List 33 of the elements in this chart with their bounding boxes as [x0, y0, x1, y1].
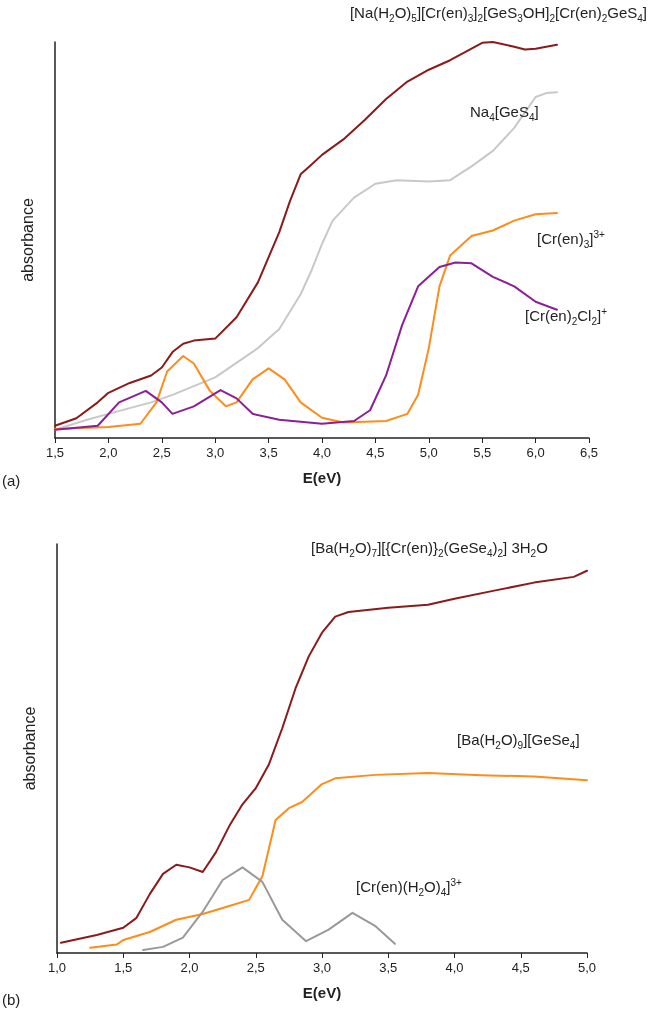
x-tick-label: 1,5 [114, 960, 133, 975]
text: (a) [2, 472, 21, 489]
x-tick-label: 6,0 [526, 445, 545, 460]
x-tick-label: 5,5 [473, 445, 492, 460]
text: [Ba(H$_{2}$O)$_{7}$][{Cr(en)}$_{2}$(GeSe$_{4}$)$_{2}$] 3H$_{2}$O [311, 539, 548, 559]
x-tick-label: 1,5 [45, 445, 65, 460]
x-tick-label: 4,0 [312, 445, 332, 460]
x-tick-label: 3,0 [312, 960, 332, 975]
x-tick-label: 6,5 [579, 445, 599, 460]
x-axis-title: E(eV) [302, 469, 342, 486]
series-label: [Ba(H$_{2}$O)$_{9}$][GeSe$_{4}$] [457, 731, 580, 751]
series-label: [Cr(en)$_{3}$]$^{3+}$ [537, 229, 605, 250]
series-label: [Cr(en)(H$_{2}$O)$_{4}$]$^{3+}$ [356, 877, 462, 898]
x-tick-label: 2,0 [99, 445, 118, 460]
x-tick-label: 2,5 [246, 960, 265, 975]
x-tick-label: 4,0 [445, 960, 464, 975]
x-tick-label: 3,5 [259, 445, 278, 460]
x-tick-label: 1,0 [47, 960, 67, 975]
series-label: Na$_{4}$[GeS$_{4}$] [470, 103, 539, 123]
x-tick-label: 4,5 [511, 960, 530, 975]
x-tick-label: 2,5 [152, 445, 171, 460]
y-axis-title: absorbance [18, 198, 36, 282]
y-axis-title: absorbance [20, 706, 38, 791]
x-tick-label: 4,5 [366, 445, 385, 460]
x-tick-label: 2,0 [180, 960, 199, 975]
x-axis-title: E(eV) [302, 984, 342, 1001]
series-label: [Cr(en)$_{2}$Cl$_{2}$]$^{+}$ [525, 306, 607, 327]
x-tick-label: 3,0 [206, 445, 225, 460]
x-tick-label: 5,0 [419, 445, 438, 460]
text: (b) [2, 991, 21, 1008]
text: [Na(H$_{2}$O)$_{5}$][Cr(en)$_{3}$]$_{2}$[GeS$_{3}$OH]$_{2}$[Cr(en)$_{2}$GeS$_{4}$] [349, 4, 647, 24]
x-tick-label: 3,5 [379, 960, 398, 975]
x-tick-label: 5,0 [577, 960, 597, 975]
